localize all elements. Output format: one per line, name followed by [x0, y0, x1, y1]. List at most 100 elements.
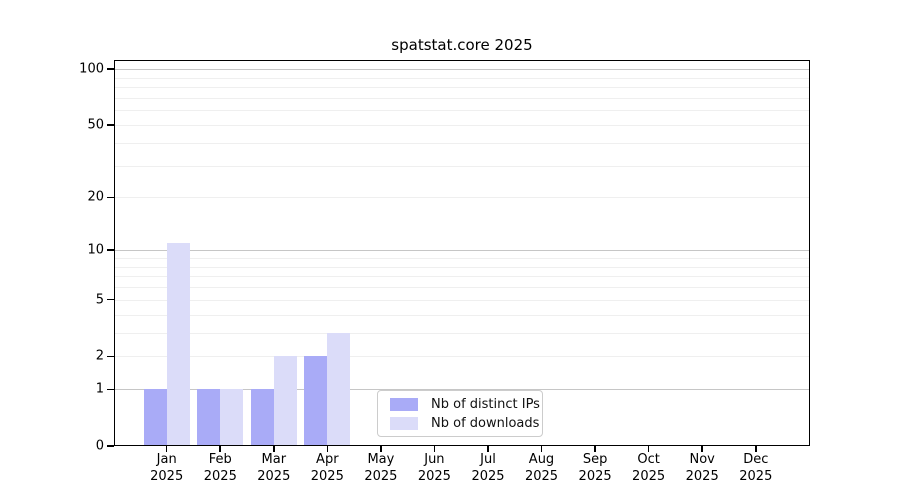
bar-apr-distinct-ips: [304, 356, 328, 446]
gridline-minor: [114, 266, 810, 268]
month-name: Jun: [424, 452, 445, 467]
legend-label-distinct-ips: Nb of distinct IPs: [431, 396, 540, 412]
x-tick-label-jun: Jun 2025: [404, 451, 464, 485]
x-tick-label-feb: Feb 2025: [190, 451, 250, 485]
x-tick-mark: [380, 446, 382, 452]
gridline-minor: [114, 314, 810, 316]
gridline-minor: [114, 356, 810, 358]
gridline-minor: [114, 299, 810, 301]
y-tick-label: 10: [87, 242, 104, 258]
gridline-minor: [114, 125, 810, 126]
x-tick-mark: [701, 446, 703, 452]
gridline-minor: [114, 87, 810, 89]
y-tick-label: 1: [95, 381, 104, 397]
month-name: May: [367, 452, 395, 467]
gridline-minor: [114, 110, 810, 112]
x-tick-mark: [487, 446, 489, 452]
month-name: Aug: [528, 452, 555, 467]
bar-jan-downloads: [166, 243, 190, 446]
y-tick-mark: [107, 249, 114, 251]
y-tick-mark: [107, 68, 114, 70]
y-tick-mark: [107, 355, 114, 358]
month-year: 2025: [257, 469, 291, 484]
month-name: Nov: [689, 452, 715, 467]
month-year: 2025: [310, 469, 344, 484]
x-tick-label-oct: Oct 2025: [619, 451, 679, 485]
gridline-minor: [114, 197, 810, 199]
downloads-swatch-icon: [390, 416, 418, 430]
bar-mar-distinct-ips: [250, 389, 274, 446]
gridline-minor: [114, 77, 810, 79]
month-year: 2025: [471, 469, 505, 484]
month-name: Jan: [156, 452, 177, 467]
x-tick-mark: [540, 446, 543, 452]
y-tick-mark: [107, 196, 114, 199]
x-tick-label-may: May 2025: [351, 451, 411, 485]
gridline-minor: [114, 258, 810, 259]
y-tick-mark: [107, 298, 114, 301]
y-tick-mark: [107, 445, 114, 447]
month-name: Oct: [637, 452, 660, 467]
x-tick-label-aug: Aug 2025: [512, 451, 572, 485]
bar-feb-downloads: [220, 389, 244, 446]
legend-item-distinct-ips: Nb of distinct IPs: [390, 397, 542, 412]
month-name: Apr: [316, 452, 339, 467]
y-tick-label: 2: [95, 348, 104, 364]
month-year: 2025: [632, 469, 666, 484]
month-year: 2025: [364, 469, 398, 484]
bar-mar-downloads: [273, 356, 297, 446]
gridline-minor: [114, 165, 810, 167]
y-tick-label: 100: [79, 61, 104, 77]
x-tick-label-apr: Apr 2025: [297, 451, 357, 485]
y-tick-mark: [107, 388, 114, 391]
gridline-minor: [114, 276, 810, 278]
legend-item-downloads: Nb of downloads: [390, 416, 542, 431]
month-year: 2025: [685, 469, 719, 484]
x-tick-mark: [219, 446, 221, 452]
x-tick-mark: [165, 446, 168, 452]
distinct-ips-swatch-icon: [390, 397, 418, 411]
x-tick-mark: [273, 446, 275, 452]
month-year: 2025: [150, 469, 184, 484]
gridline-major: [114, 389, 810, 391]
month-name: Feb: [208, 452, 232, 467]
y-tick-label: 5: [95, 292, 104, 308]
x-tick-label-mar: Mar 2025: [244, 451, 304, 485]
bar-feb-distinct-ips: [197, 389, 221, 446]
x-tick-mark: [647, 446, 650, 452]
x-tick-mark: [326, 446, 329, 452]
gridline-major: [114, 250, 810, 252]
x-tick-label-nov: Nov 2025: [672, 451, 732, 485]
month-name: Dec: [743, 452, 769, 467]
y-tick-label: 20: [87, 189, 104, 205]
bar-jan-distinct-ips: [143, 389, 167, 446]
month-year: 2025: [739, 469, 773, 484]
x-tick-label-jan: Jan 2025: [137, 451, 197, 485]
gridline-minor: [114, 142, 810, 144]
chart-title: spatstat.core 2025: [391, 36, 533, 54]
y-tick-label: 0: [95, 438, 104, 454]
gridline-minor: [114, 97, 810, 99]
month-year: 2025: [203, 469, 237, 484]
legend-label-downloads: Nb of downloads: [431, 415, 540, 431]
month-year: 2025: [524, 469, 559, 484]
bar-apr-downloads: [327, 332, 351, 446]
x-tick-label-sep: Sep 2025: [565, 451, 625, 485]
y-tick-label: 50: [87, 117, 104, 133]
month-name: Mar: [261, 452, 287, 467]
x-tick-mark: [433, 446, 436, 452]
month-year: 2025: [417, 469, 451, 484]
plot-area: [114, 60, 810, 446]
x-tick-label-dec: Dec 2025: [726, 451, 786, 485]
y-tick-mark: [107, 124, 114, 126]
month-year: 2025: [578, 469, 612, 484]
gridline-minor: [114, 287, 810, 289]
gridline-major: [114, 69, 810, 71]
legend: Nb of distinct IPs Nb of downloads: [377, 390, 543, 437]
month-name: Jul: [480, 452, 496, 467]
gridline-minor: [114, 332, 810, 334]
x-tick-mark: [594, 446, 596, 452]
x-tick-mark: [755, 446, 757, 452]
month-name: Sep: [582, 452, 608, 467]
